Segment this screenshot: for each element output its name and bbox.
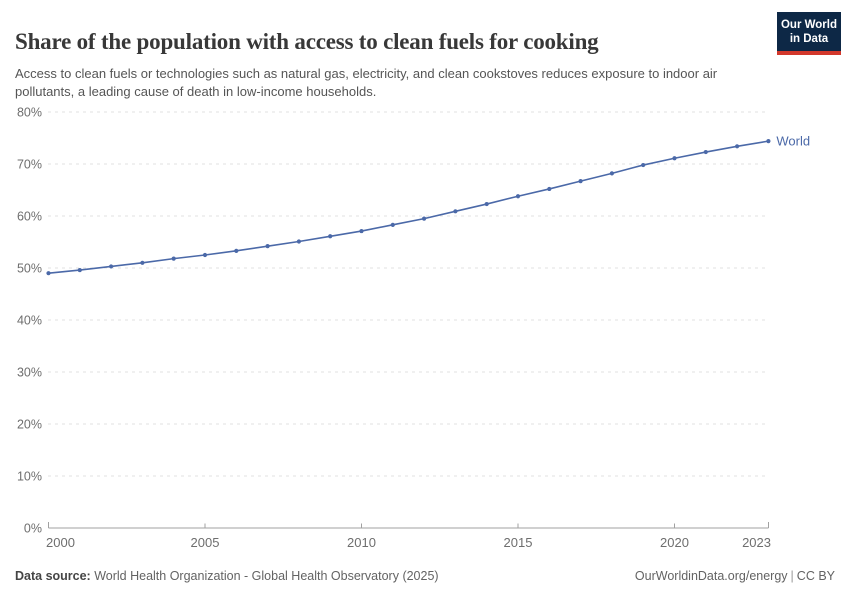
x-tick-label-2015: 2015 [504,535,533,550]
data-point-world-2012 [422,216,427,221]
footer-separator: | [790,569,794,583]
x-tick-label-2000: 2000 [46,535,75,550]
data-source-label: Data source: [15,569,91,583]
data-point-world-2015 [515,194,521,199]
y-tick-label-40: 40% [17,313,42,327]
data-point-world-2023 [766,139,771,144]
license-link[interactable]: CC BY [796,569,835,583]
x-tick-label-2023: 2023 [742,535,771,550]
data-point-world-2010 [359,228,364,234]
y-tick-label-80: 80% [17,105,42,119]
data-point-world-2020 [672,156,677,161]
data-point-world-2017 [578,179,583,184]
data-source-value: World Health Organization - Global Healt… [90,569,439,583]
owid-logo[interactable]: Our World in Data [777,12,841,55]
x-tick-label-2020: 2020 [660,535,689,550]
chart-subtitle: Access to clean fuels or technologies su… [15,66,718,99]
x-tick-label-2010: 2010 [347,535,376,550]
data-point-world-2021 [703,149,708,155]
y-tick-label-70: 70% [17,157,42,171]
owid-logo-line1: Our World [780,19,837,31]
y-tick-label-30: 30% [17,365,42,379]
world-series-line [47,140,770,274]
series-end-label-world: World [776,134,810,149]
data-point-world-2016 [547,186,552,192]
x-tick-label-2005: 2005 [191,535,220,550]
data-point-world-2006 [234,248,239,253]
owid-url-link[interactable]: OurWorldinData.org/energy [634,569,788,583]
data-point-world-2009 [328,234,333,239]
data-source: Data source: World Health Organization -… [15,569,439,583]
data-point-world-2022 [735,144,740,149]
y-tick-label-10: 10% [17,469,42,483]
data-point-world-2013 [453,209,458,214]
data-point-world-2005 [202,252,208,258]
data-point-world-2001 [77,267,82,273]
data-point-world-2008 [296,239,301,244]
data-point-world-2019 [641,162,646,168]
data-point-world-2004 [171,256,176,261]
owid-logo-line2: in Data [789,33,829,45]
y-tick-label-20: 20% [17,417,42,431]
line-chart: 0% 10% 20% 30% 40% 50% 60% 70% 80% 2000 2005 2010 20… [17,105,810,550]
data-point-world-2011 [390,222,395,227]
data-point-world-2003 [140,260,145,265]
data-point-world-2002 [109,264,114,269]
chart-footer: Data source: World Health Organization -… [15,569,835,583]
data-point-world-2007 [265,244,270,249]
data-point-world-2000 [46,271,51,276]
y-tick-label-0: 0% [24,521,42,535]
data-point-world-2018 [609,171,615,176]
footer-right: OurWorldinData.org/energy | CC BY [635,569,835,583]
y-tick-label-50: 50% [17,261,42,275]
y-tick-label-60: 60% [17,209,42,223]
data-point-world-2014 [484,201,489,207]
page-title: Share of the population with access to c… [15,29,599,55]
